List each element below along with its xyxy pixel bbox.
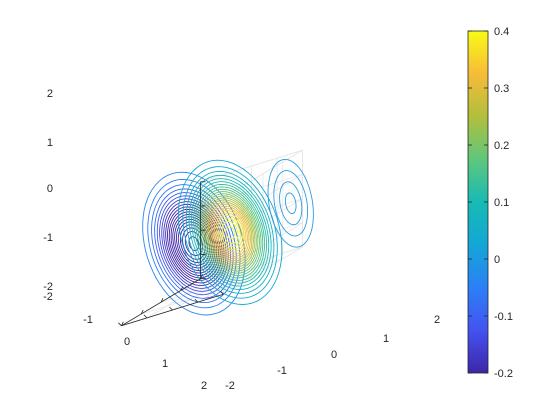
x-tick [160, 298, 164, 303]
colorbar-tick-label: 0.3 [494, 83, 509, 95]
contour-line [279, 181, 303, 226]
y-axis: -2 -1 0 1 2 [225, 314, 440, 392]
contour-line [207, 201, 253, 264]
contour-line [206, 199, 254, 266]
y-tick-label: 2 [434, 314, 440, 326]
z-tick-label: 2 [47, 88, 53, 100]
z-tick-label: 1 [47, 137, 53, 149]
y-tick [194, 298, 199, 303]
x-tick-label: 0 [124, 336, 130, 348]
contour-line [188, 174, 272, 290]
contour-line [201, 193, 259, 272]
z-axis: -2 -1 0 1 2 [43, 88, 53, 293]
contour-line [188, 236, 200, 251]
contour-line [215, 212, 245, 253]
contour-line [185, 170, 275, 294]
x-tick [140, 309, 144, 315]
y-tick [143, 314, 148, 319]
colorbar: -0.2 -0.1 0 0.1 0.2 0.3 0.4 [467, 26, 513, 380]
contour-line [177, 159, 283, 305]
contour-line [209, 203, 251, 262]
contour-line [267, 158, 314, 248]
contour-line [217, 214, 243, 250]
contour-line [221, 221, 239, 244]
y-tick-label: -1 [277, 365, 287, 377]
axes-box-front [118, 181, 224, 327]
contour-line [200, 191, 260, 274]
contour-line [219, 217, 241, 248]
z-tick-label: -2 [43, 281, 53, 293]
contour-line [203, 195, 257, 270]
contour-line [168, 208, 219, 279]
contour-line [284, 192, 297, 215]
contour-line [213, 210, 247, 255]
contour-line [210, 205, 250, 260]
colorbar-tick-label: 0.1 [494, 197, 509, 209]
x-tick [180, 286, 184, 291]
colorbar-tick-label: 0.2 [494, 140, 509, 152]
contour-line [179, 224, 208, 263]
contour-line [225, 225, 236, 240]
grid-line [200, 174, 303, 207]
y-tick-label: 0 [331, 349, 337, 361]
contour-line [154, 188, 234, 299]
colorbar-tick-label: 0.4 [494, 26, 509, 38]
colorbar-tick-label: 0 [494, 254, 500, 266]
y-tick [220, 290, 224, 295]
x-tick-label: -2 [43, 291, 53, 303]
x-tick-label: 1 [162, 358, 168, 370]
contour-line [177, 221, 210, 266]
z-tick-label: -1 [43, 232, 53, 244]
contour-line [147, 178, 241, 309]
contour-line [191, 178, 270, 287]
grid-line [141, 282, 244, 315]
contour-line [204, 197, 256, 268]
contour-line [195, 183, 266, 281]
contour-line [159, 195, 229, 292]
y-tick [169, 306, 173, 311]
contour-line [165, 203, 223, 284]
y-tick-label: 1 [383, 333, 389, 345]
contour-line [273, 170, 309, 237]
y-tick [118, 322, 122, 327]
z-tick-label: 0 [47, 183, 53, 195]
x-tick-label: 2 [201, 380, 207, 392]
grid-line [223, 149, 303, 198]
colorbar-tick-label: -0.2 [494, 368, 513, 380]
x-tick [121, 321, 124, 326]
contour-line [212, 207, 248, 257]
contour-line [182, 166, 278, 299]
grid-line [200, 149, 303, 183]
contour-line [142, 171, 246, 316]
x-axis: -2 -1 0 1 2 [43, 291, 207, 392]
contour-line [198, 188, 262, 276]
x-tick [200, 274, 203, 279]
colorbar-tick-label: -0.1 [494, 311, 513, 323]
x-tick-label: -1 [83, 314, 93, 326]
contour-lines [142, 158, 314, 316]
contour-line [167, 206, 221, 281]
y-tick-label: -2 [225, 380, 235, 392]
contour-line [193, 181, 267, 284]
